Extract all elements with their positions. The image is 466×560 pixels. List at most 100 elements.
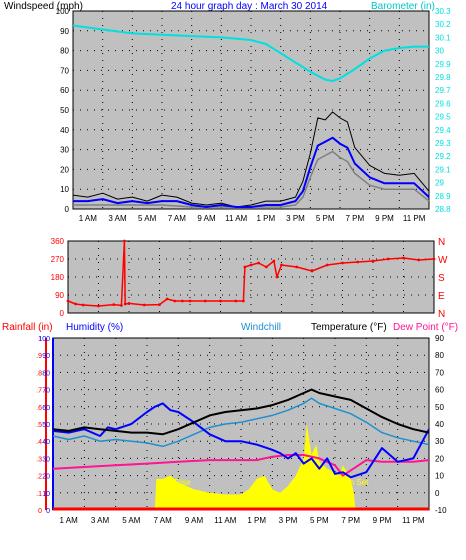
rainfall-tick-label: 1 <box>38 336 42 343</box>
wind-panel-series <box>72 24 430 208</box>
temperature-tick-label: -10 <box>435 506 447 515</box>
wind-direction-point <box>280 263 283 267</box>
barometer-tick-label: 29.2 <box>435 152 451 161</box>
barometer-tick-label: 28.8 <box>435 205 451 214</box>
direction-panel-series <box>66 239 436 308</box>
temperature-tick-label: 10 <box>435 472 444 481</box>
rainfall-tick-label: .2 <box>36 474 42 481</box>
direction-degree-label: 360 <box>51 237 65 246</box>
wind-direction-point <box>310 269 314 273</box>
windspeed-tick-label: 60 <box>60 86 69 95</box>
time-tick-label: 7 AM <box>154 516 173 525</box>
time-tick-label: 5 AM <box>122 516 141 525</box>
direction-degree-label: 180 <box>51 273 65 282</box>
wind-direction-point <box>119 304 123 307</box>
direction-compass-label: W <box>438 255 448 266</box>
temperature-tick-label: 50 <box>435 403 444 412</box>
temperature-tick-label: 60 <box>435 386 444 395</box>
wind-direction-point <box>123 239 126 243</box>
temperature-panel-grid <box>53 338 429 510</box>
barometer-tick-label: 29.6 <box>435 99 451 108</box>
humidity-tick-label: 50 <box>42 422 50 429</box>
time-tick-label: 9 PM <box>375 214 394 223</box>
time-tick-label: 7 PM <box>341 516 360 525</box>
barometer-tick-label: 29.8 <box>435 73 451 82</box>
wind-direction-point <box>295 265 299 269</box>
chart-title: 24 hour graph day : March 30 2014 <box>171 1 328 12</box>
rainfall-tick-label: .5 <box>36 422 42 429</box>
humidity-tick-label: 80 <box>42 370 50 377</box>
time-tick-label: 3 AM <box>91 516 110 525</box>
wind-direction-point <box>432 257 436 261</box>
windspeed-tick-label: 80 <box>60 47 69 56</box>
barometer-tick-label: 30.3 <box>435 7 451 16</box>
windspeed-tick-label: 90 <box>60 27 69 36</box>
barometer-tick-label: 29.7 <box>435 86 451 95</box>
windspeed-tick-label: 70 <box>60 66 69 75</box>
wind-direction-point <box>165 297 169 301</box>
temperature-tick-label: 40 <box>435 420 444 429</box>
direction-compass-label: N <box>438 237 445 248</box>
windspeed-tick-label: 0 <box>65 205 70 214</box>
windspeed-axis-title: Windspeed (mph) <box>4 1 83 12</box>
time-tick-label: 11 PM <box>402 516 425 525</box>
windspeed-tick-labels: 0 10 20 30 40 50 60 70 80 90 100 <box>56 7 70 214</box>
time-tick-label: 9 PM <box>373 516 392 525</box>
time-tick-label: 5 PM <box>310 516 329 525</box>
direction-compass-label: S <box>438 273 445 284</box>
time-tick-label: 1 AM <box>60 516 79 525</box>
barometer-tick-label: 29.3 <box>435 139 451 148</box>
temperature-tick-label: 20 <box>435 454 444 463</box>
wind-average-line <box>73 136 430 208</box>
rainfall-tick-label: .7 <box>36 388 42 395</box>
rainfall-tick-label: .6 <box>36 405 42 412</box>
windspeed-tick-label: 20 <box>60 165 69 174</box>
time-tick-label: 5 PM <box>316 214 335 223</box>
wind-panel-time-labels: 1 AM 3 AM 5 AM 7 AM 9 AM 11 AM 1 PM 3 PM 5 PM 7 P… <box>79 214 426 223</box>
windspeed-tick-label: 10 <box>60 185 69 194</box>
wind-direction-point <box>112 303 116 306</box>
wind-direction-point <box>417 258 421 262</box>
wind-direction-point <box>275 275 279 279</box>
wind-direction-point <box>188 299 192 303</box>
humidity-tick-label: 0 <box>46 508 50 515</box>
humidity-line <box>52 402 430 479</box>
humidity-tick-label: 40 <box>42 439 50 446</box>
humidity-tick-label: 100 <box>38 336 50 343</box>
barometer-tick-label: 29.1 <box>435 165 451 174</box>
dewpoint-legend: Dew Point (°F) <box>393 322 458 333</box>
humidity-tick-label: 90 <box>42 353 50 360</box>
wind-direction-point <box>241 299 245 303</box>
wind-direction-point <box>402 256 405 260</box>
wind-direction-point <box>325 263 329 267</box>
wind-direction-point <box>74 302 78 306</box>
windspeed-tick-label: 100 <box>56 7 70 16</box>
wind-direction-point <box>97 304 100 308</box>
time-tick-label: 1 PM <box>247 516 266 525</box>
temperature-tick-label: 30 <box>435 437 444 446</box>
humidity-tick-label: 20 <box>42 474 50 481</box>
wind-gust-line <box>72 111 430 208</box>
direction-degree-label: 90 <box>55 291 64 300</box>
wind-direction-point <box>356 260 360 264</box>
sunrise-annotation: Sun Rise <box>158 478 191 487</box>
windchill-legend: Windchill <box>241 322 281 333</box>
temperature-tick-labels: -10 0 10 20 30 40 50 60 70 80 90 <box>435 334 447 515</box>
wind-low-line <box>73 150 430 208</box>
wind-direction-point <box>264 265 268 269</box>
wind-direction-point <box>158 303 161 306</box>
direction-panel-grid <box>68 241 434 313</box>
barometer-line <box>72 24 429 82</box>
time-tick-label: 5 AM <box>138 214 157 223</box>
wind-direction-point <box>257 261 261 265</box>
rainfall-tick-labels: 0 .1 .2 .3 .4 .5 .6 .7 .8 .9 1 <box>36 336 42 515</box>
direction-compass-label: N <box>438 309 445 320</box>
direction-compass-label: E <box>438 291 445 302</box>
barometer-tick-label: 29 <box>435 179 444 188</box>
time-tick-label: 1 PM <box>256 214 275 223</box>
wind-direction-point <box>127 302 131 305</box>
barometer-tick-labels: 28.8 28.9 29 29.1 29.2 29.3 29.4 29.5 29.6 29.7 29… <box>435 7 451 214</box>
